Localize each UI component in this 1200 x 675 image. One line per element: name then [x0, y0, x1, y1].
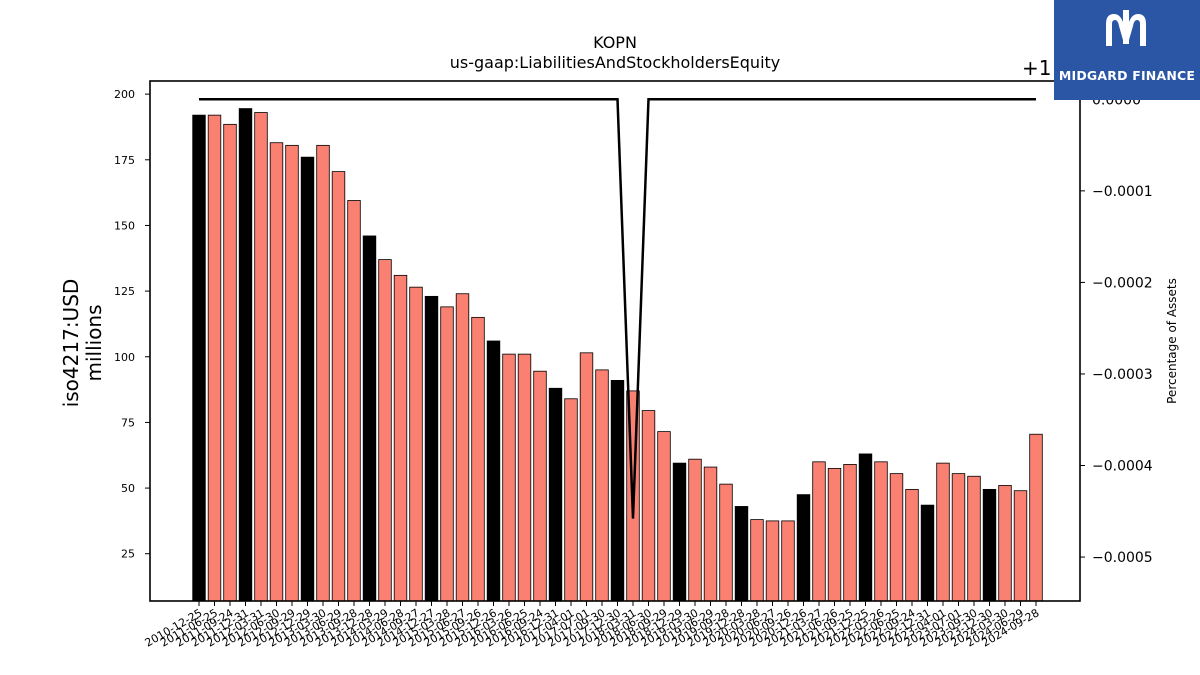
bar-2021-09-25: [843, 464, 857, 602]
bar-2016-03-26: [502, 353, 516, 602]
bar-2021-12-25: [858, 453, 873, 602]
bar-2021-03-27: [812, 461, 826, 602]
bar-2013-06-29: [331, 171, 346, 602]
bar-2012-03-31: [254, 112, 268, 602]
y-tick-label: 125: [114, 285, 135, 298]
bar-2022-03-26: [874, 461, 888, 602]
bar-2013-09-28: [347, 200, 361, 602]
bar-2018-09-29: [657, 431, 671, 602]
y-axis-label: iso4217:USD: [59, 279, 83, 408]
bar-2017-07-01: [579, 352, 594, 602]
y-tick-label: 25: [121, 548, 135, 561]
midgard-logo-icon: [1106, 10, 1146, 46]
y-tick-label: 100: [114, 351, 135, 364]
bar-2012-09-29: [285, 144, 299, 602]
bar-2019-03-30: [688, 458, 702, 602]
bar-2022-06-25: [889, 473, 904, 602]
plot-frame: [149, 80, 1081, 602]
bar-2020-12-26: [796, 494, 811, 602]
bar-2018-06-30: [641, 410, 656, 602]
y-ticks-group: 25 50 75 100 125 150 175 200: [114, 88, 150, 561]
bar-2023-09-30: [967, 475, 981, 602]
bar-2012-12-29: [300, 156, 315, 602]
bar-2014-06-28: [393, 274, 408, 602]
bar-2010-12-25: [192, 114, 206, 602]
bar-2017-12-30: [610, 379, 625, 602]
y-tick-label: 150: [114, 219, 135, 232]
bar-2019-06-29: [703, 466, 718, 602]
y2-tick-label: −0.0002: [1092, 275, 1153, 291]
y-tick-label: 50: [121, 482, 135, 495]
bar-2014-03-29: [378, 259, 392, 602]
bar-2020-03-28: [750, 519, 764, 602]
bar-2018-12-29: [672, 462, 687, 602]
bar-2013-03-30: [316, 144, 330, 602]
y2-axis-label: Percentage of Assets: [1165, 278, 1179, 404]
bar-2016-06-25: [517, 353, 532, 602]
bar-2024-09-28: [1029, 433, 1043, 602]
y2-tick-label: −0.0001: [1092, 184, 1153, 200]
x-ticks-group: 2010-12-252011-06-252011-09-242011-12-31…: [143, 601, 1042, 650]
bar-2019-09-28: [719, 483, 733, 602]
bar-2011-09-24: [223, 123, 237, 602]
percentage-line: [199, 98, 1036, 519]
y2-tick-label: −0.0005: [1092, 550, 1153, 566]
bar-2016-12-31: [548, 387, 563, 602]
bar-2019-12-28: [734, 506, 749, 602]
y-tick-label: 200: [114, 88, 135, 101]
y2-tick-label: −0.0004: [1092, 459, 1153, 475]
bar-2015-03-28: [440, 306, 454, 602]
bar-2015-06-27: [455, 293, 470, 602]
y-tick-label: 75: [121, 416, 135, 429]
bars-group: [192, 108, 1043, 602]
y2-tick-label: −0.0003: [1092, 367, 1153, 383]
y2-offset-text: +1: [1022, 56, 1051, 80]
bar-2013-12-28: [362, 235, 377, 602]
bar-2024-06-29: [1013, 490, 1028, 602]
y2-ticks-group: 0.0000−0.0001−0.0002−0.0003−0.0004−0.000…: [1080, 92, 1153, 566]
bar-2024-03-30: [998, 485, 1012, 602]
bar-2016-09-24: [533, 370, 547, 602]
chart-subtitle: us-gaap:LiabilitiesAndStockholdersEquity: [450, 53, 781, 72]
y-tick-label: 175: [114, 154, 135, 167]
y-axis-label-units: millions: [82, 304, 106, 381]
brand-name: MIDGARD FINANCE: [1058, 68, 1196, 83]
bar-2023-04-01: [936, 462, 950, 602]
bar-2023-12-30: [982, 488, 997, 602]
bar-2020-06-27: [765, 520, 780, 602]
bar-2011-12-31: [238, 108, 253, 602]
bar-2023-07-01: [951, 473, 966, 602]
bar-2014-12-27: [424, 295, 439, 602]
bar-2022-12-31: [920, 504, 935, 602]
bar-2015-09-26: [471, 316, 485, 602]
bar-2014-09-27: [409, 286, 423, 602]
bar-2017-04-01: [564, 398, 578, 602]
bar-2021-06-26: [827, 467, 842, 602]
bar-2015-12-26: [486, 340, 501, 602]
bar-2011-06-25: [207, 114, 222, 602]
bar-2017-09-30: [595, 369, 609, 602]
chart-title: KOPN: [593, 33, 637, 52]
brand-logo: MIDGARD FINANCE: [1054, 0, 1200, 100]
bar-2022-09-24: [905, 488, 919, 602]
bar-2020-09-26: [781, 520, 795, 602]
bar-2012-06-30: [269, 142, 284, 602]
